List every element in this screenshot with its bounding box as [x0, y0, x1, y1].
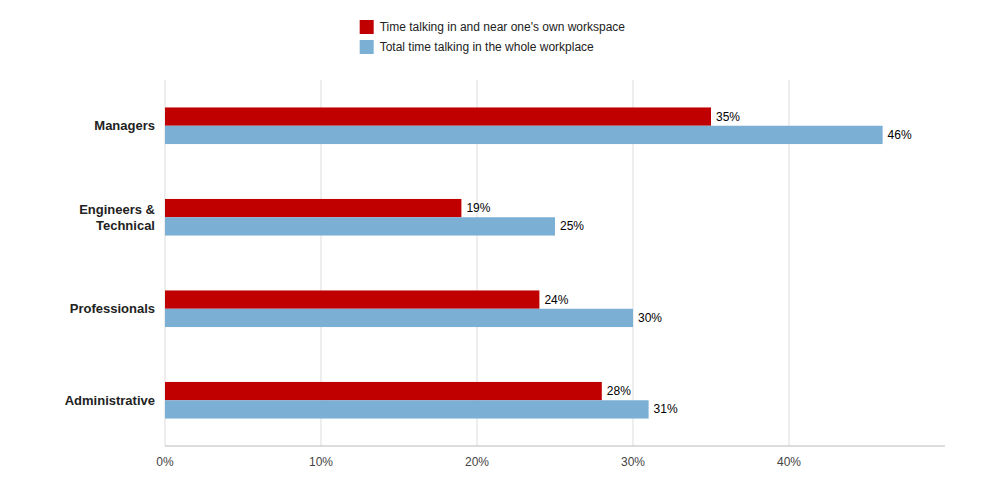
bar [165, 290, 539, 308]
tick-label: 40% [777, 455, 801, 469]
category-label: Professionals [70, 301, 155, 316]
bar [165, 382, 602, 400]
category-label-line: Administrative [65, 393, 155, 408]
category-label-line: Professionals [70, 301, 155, 316]
legend-label: Time talking in and near one's own works… [380, 20, 626, 34]
category-label-line: Engineers & [79, 202, 155, 217]
chart-container: 0% 10% 20% 30% 40% 28% 24% 19% 35% 31% 30% 25% 46% Ad… [0, 0, 985, 486]
bars [165, 107, 883, 418]
bar [165, 126, 883, 144]
y-ticks: Administrative Professionals Engineers &Te… [65, 118, 155, 408]
data-label: 25% [560, 219, 584, 233]
category-label: Administrative [65, 393, 155, 408]
category-label-line: Technical [96, 218, 155, 233]
data-label: 30% [638, 311, 662, 325]
category-label: Managers [94, 118, 155, 133]
data-label: 46% [888, 128, 912, 142]
x-axis-line [165, 446, 945, 447]
bar [165, 217, 555, 235]
bar [165, 309, 633, 327]
chart-svg: 0% 10% 20% 30% 40% 28% 24% 19% 35% 31% 30% 25% 46% Ad… [0, 0, 985, 486]
tick-label: 10% [309, 455, 333, 469]
bar [165, 400, 649, 418]
tick-label: 20% [465, 455, 489, 469]
legend-label: Total time talking in the whole workplac… [380, 40, 594, 54]
data-labels: 28% 24% 19% 35% 31% 30% 25% 46% [466, 110, 912, 417]
bar [165, 199, 461, 217]
tick-label: 30% [621, 455, 645, 469]
legend-swatch [360, 20, 374, 34]
x-ticks: 0% 10% 20% 30% 40% [156, 455, 801, 469]
category-label-line: Managers [94, 118, 155, 133]
data-label: 19% [466, 201, 490, 215]
category-label: Engineers &Technical [79, 202, 155, 233]
bar [165, 107, 711, 125]
data-label: 35% [716, 110, 740, 124]
data-label: 28% [607, 384, 631, 398]
data-label: 31% [654, 402, 678, 416]
legend-swatch [360, 40, 374, 54]
tick-label: 0% [156, 455, 174, 469]
legend: Time talking in and near one's own works… [360, 20, 626, 54]
data-label: 24% [544, 293, 568, 307]
